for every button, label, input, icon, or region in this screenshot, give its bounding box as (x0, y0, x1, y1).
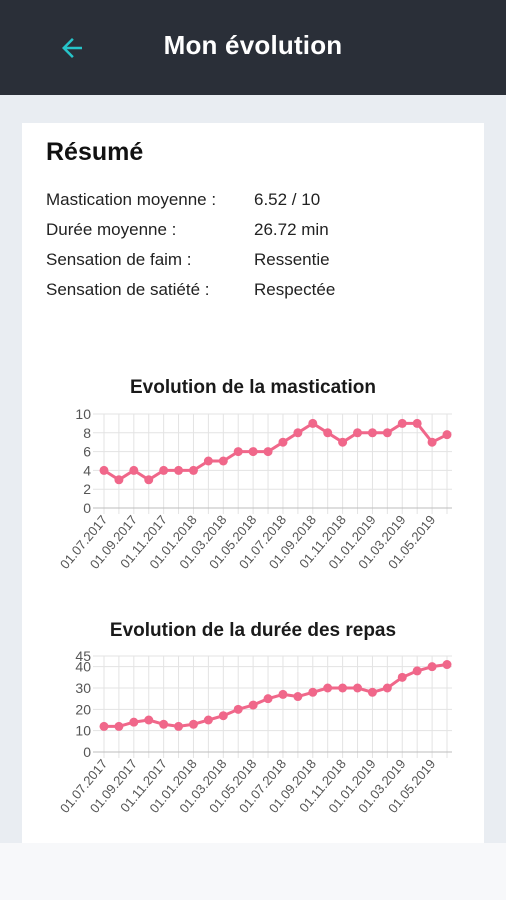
data-point (442, 430, 452, 440)
data-point (442, 660, 452, 670)
data-point (353, 428, 363, 438)
chart-title-mastication: Evolution de la mastication (130, 377, 376, 398)
y-tick-label: 40 (75, 659, 91, 675)
data-point (308, 418, 318, 428)
y-tick-label: 8 (83, 425, 91, 441)
stat-value: 6.52 / 10 (254, 190, 321, 209)
data-point (129, 717, 139, 727)
y-tick-label: 0 (83, 500, 91, 516)
data-point (174, 721, 184, 731)
data-point (114, 475, 124, 485)
page-title: Mon évolution (163, 30, 343, 60)
data-point (412, 666, 422, 676)
data-point (427, 662, 437, 672)
data-point (159, 465, 169, 475)
data-point (263, 447, 273, 457)
stat-value: Respectée (254, 280, 336, 299)
y-tick-label: 10 (75, 406, 91, 422)
arrow-left-icon (62, 38, 82, 58)
data-point (144, 475, 154, 485)
data-point (218, 711, 228, 721)
data-point (188, 719, 198, 729)
data-point (338, 683, 348, 693)
back-button[interactable] (52, 28, 92, 68)
data-point (278, 437, 288, 447)
y-tick-label: 6 (83, 444, 91, 460)
data-point (144, 715, 154, 725)
stat-value: Ressentie (254, 250, 330, 269)
y-tick-label: 0 (83, 744, 91, 760)
data-point (263, 694, 273, 704)
y-tick-label: 20 (75, 701, 91, 717)
data-point (293, 692, 303, 702)
data-point (218, 456, 228, 466)
data-point (203, 456, 213, 466)
stat-label: Sensation de faim : (46, 250, 192, 269)
data-point (397, 672, 407, 682)
app-bar: Mon évolution (0, 0, 506, 95)
y-tick-label: 2 (83, 481, 91, 497)
data-point (323, 683, 333, 693)
y-tick-label: 30 (75, 680, 91, 696)
chart-duration: 0102030404501.07.201701.09.201701.11.201… (57, 648, 452, 816)
stat-value: 26.72 min (254, 220, 329, 239)
data-point (397, 418, 407, 428)
data-point (233, 447, 243, 457)
chart-mastication: 024681001.07.201701.09.201701.11.201701.… (57, 406, 452, 572)
stat-label: Durée moyenne : (46, 220, 177, 239)
data-point (248, 700, 258, 710)
data-point (338, 437, 348, 447)
data-point (174, 465, 184, 475)
data-point (367, 687, 377, 697)
data-point (278, 689, 288, 699)
data-point (427, 437, 437, 447)
y-tick-label: 4 (83, 462, 91, 478)
data-point (382, 428, 392, 438)
data-point (114, 721, 124, 731)
stat-label: Mastication moyenne : (46, 190, 217, 209)
bottom-area (0, 843, 506, 900)
chart-title-duration: Evolution de la durée des repas (109, 620, 397, 641)
y-tick-label: 45 (75, 648, 91, 664)
header-spacer (0, 95, 506, 123)
data-point (367, 428, 377, 438)
data-point (323, 428, 333, 438)
data-point (293, 428, 303, 438)
series-line (104, 663, 448, 728)
data-point (233, 704, 243, 714)
data-point (188, 465, 198, 475)
y-tick-label: 10 (75, 723, 91, 739)
summary-title: Résumé (46, 138, 144, 166)
data-point (382, 683, 392, 693)
data-point (159, 719, 169, 729)
stat-label: Sensation de satiété : (46, 280, 210, 299)
data-point (353, 683, 363, 693)
data-point (308, 687, 318, 697)
data-point (129, 465, 139, 475)
data-point (99, 721, 109, 731)
data-point (99, 465, 109, 475)
data-point (203, 715, 213, 725)
data-point (248, 447, 258, 457)
data-point (412, 418, 422, 428)
